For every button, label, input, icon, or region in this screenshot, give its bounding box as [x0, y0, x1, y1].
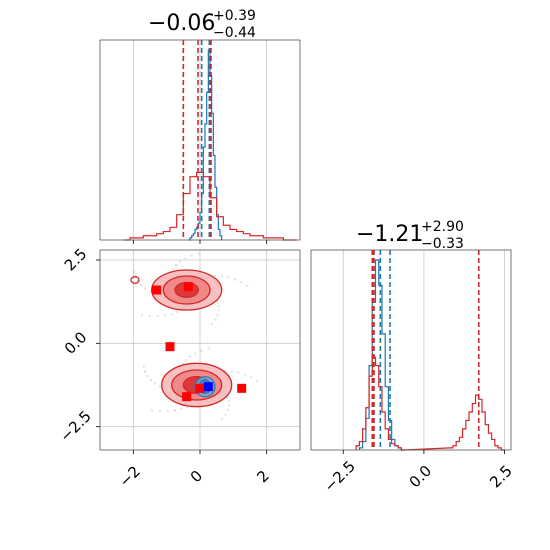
sample-point: [190, 254, 193, 257]
sample-point: [132, 270, 136, 273]
sample-point: [243, 373, 246, 376]
sample-point: [144, 287, 147, 290]
sample-point: [142, 365, 145, 368]
x-tick-label: 0: [187, 467, 206, 486]
sample-point: [148, 314, 152, 318]
sample-point: [255, 379, 259, 382]
sample-point: [140, 314, 143, 317]
sample-point: [237, 371, 240, 374]
sample-point: [158, 409, 162, 413]
sample-point: [149, 378, 153, 382]
sample-point: [144, 370, 147, 373]
red-marker: [182, 392, 192, 402]
red-marker: [237, 383, 247, 393]
sample-point: [163, 314, 167, 317]
title-param-1-upper: +0.39: [213, 8, 256, 24]
sample-point: [170, 312, 173, 315]
sample-point: [185, 359, 188, 362]
sample-point: [240, 281, 243, 284]
sample-point: [176, 310, 179, 314]
sample-point: [250, 376, 253, 379]
blue-marker: [203, 382, 213, 392]
sample-point: [172, 267, 175, 270]
sample-point: [233, 278, 236, 281]
sample-point: [154, 382, 157, 385]
red-marker: [183, 282, 193, 292]
sample-point: [189, 355, 192, 358]
sample-point: [175, 264, 178, 267]
red-marker: [152, 285, 162, 295]
title-param-2-value: −1.21: [356, 222, 423, 247]
sample-point: [139, 283, 143, 287]
sample-point: [158, 385, 161, 388]
title-param-2-upper: +2.90: [421, 219, 464, 235]
sample-point: [146, 374, 149, 378]
sample-point: [245, 284, 249, 287]
title-param-2: −1.21: [356, 222, 423, 247]
red-marker: [195, 383, 205, 393]
sample-point: [166, 409, 169, 413]
x-tick-label: −2.5: [320, 457, 358, 495]
histogram-param-2: −2.5 0.0 2.5: [310, 249, 516, 496]
x-tick-label: 2: [253, 467, 272, 486]
sample-point: [150, 409, 153, 412]
title-param-1: −0.06: [148, 11, 215, 36]
sample-point: [197, 252, 200, 255]
red-contour: [130, 276, 140, 284]
sample-point: [200, 349, 203, 352]
histogram-param-1: [99, 39, 301, 244]
sample-point: [230, 370, 233, 373]
sample-point: [217, 305, 220, 308]
x-tick-label: −2: [116, 462, 144, 490]
red-marker: [165, 342, 175, 352]
sample-point: [226, 408, 229, 412]
title-param-1-lower: −0.44: [213, 25, 256, 41]
sample-point: [216, 313, 219, 317]
sample-point: [180, 407, 183, 410]
y-tick-label: 0.0: [61, 328, 91, 358]
histogram-series-0: [188, 49, 223, 241]
sample-point: [173, 409, 176, 412]
sample-point: [220, 417, 223, 421]
title-param-2-lower: −0.33: [421, 236, 464, 252]
x-tick-label: 0.0: [406, 462, 436, 492]
sample-point: [217, 309, 221, 312]
y-tick-label: 2.5: [61, 245, 91, 275]
sample-point: [216, 301, 219, 304]
axes-frame: [310, 249, 512, 451]
sample-point: [194, 352, 197, 355]
sample-point: [214, 274, 217, 277]
joint-density-plot: −2 0 2 −2.5 0.0 2.5: [56, 245, 301, 491]
sample-point: [224, 413, 227, 416]
sample-point: [227, 276, 230, 279]
sample-point: [179, 260, 182, 263]
histogram-series-1: [355, 356, 505, 451]
x-tick-label: 2.5: [486, 462, 516, 492]
sample-point: [148, 290, 151, 293]
sample-point: [184, 257, 187, 260]
sample-point: [210, 322, 213, 326]
title-param-1-value: −0.06: [148, 11, 215, 36]
sample-point: [207, 347, 210, 350]
sample-point: [227, 404, 230, 407]
sample-point: [227, 400, 230, 403]
sample-point: [156, 314, 159, 318]
sample-point: [214, 318, 217, 321]
histogram-series-1: [123, 171, 297, 241]
sample-point: [220, 275, 223, 278]
y-tick-label: −2.5: [56, 407, 94, 445]
